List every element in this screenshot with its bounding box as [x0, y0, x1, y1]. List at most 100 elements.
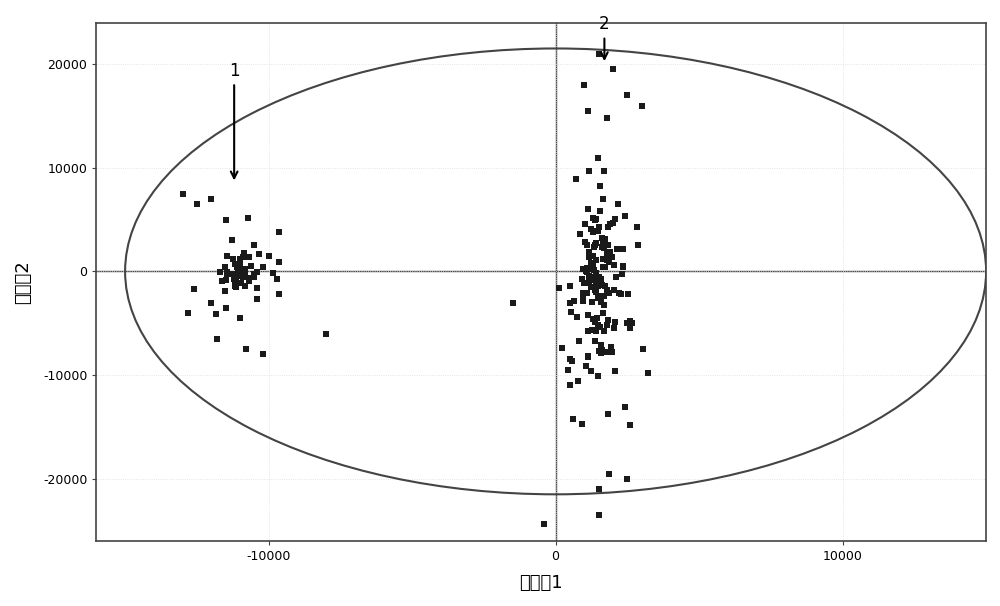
Point: [615, 262, 631, 272]
Point: [593, 274, 609, 284]
Point: [563, 307, 579, 317]
Point: [596, 327, 612, 336]
Point: [586, 265, 602, 275]
Point: [560, 365, 576, 375]
Point: [601, 468, 617, 478]
Point: [572, 229, 588, 239]
Point: [271, 289, 287, 299]
Point: [246, 269, 262, 279]
Point: [569, 312, 585, 322]
Point: [554, 343, 570, 353]
Point: [584, 325, 600, 335]
Point: [600, 240, 616, 250]
Point: [617, 402, 633, 411]
Point: [232, 255, 248, 264]
Point: [219, 270, 235, 279]
Point: [241, 273, 257, 282]
Point: [599, 319, 615, 329]
Point: [591, 272, 607, 282]
Point: [249, 284, 265, 293]
Text: 1: 1: [229, 62, 239, 178]
Point: [235, 252, 251, 262]
Point: [271, 258, 287, 267]
Point: [228, 276, 244, 286]
Point: [583, 224, 599, 234]
Point: [255, 350, 271, 359]
Point: [592, 276, 608, 286]
Point: [634, 101, 650, 110]
Point: [590, 321, 606, 330]
Point: [617, 211, 633, 221]
Point: [219, 251, 235, 261]
Point: [576, 80, 592, 90]
Point: [589, 314, 605, 324]
Point: [241, 253, 257, 262]
Point: [255, 262, 271, 271]
Point: [589, 226, 605, 236]
Point: [630, 240, 646, 250]
Point: [579, 265, 595, 275]
Point: [593, 340, 609, 350]
Point: [203, 194, 219, 204]
Point: [586, 242, 602, 251]
Point: [249, 294, 265, 304]
Point: [589, 272, 605, 282]
Point: [505, 298, 521, 307]
Point: [596, 291, 612, 301]
Point: [218, 275, 234, 285]
Point: [595, 236, 611, 245]
Point: [234, 264, 250, 274]
Point: [585, 259, 601, 269]
Point: [575, 264, 591, 274]
Point: [588, 255, 604, 265]
Point: [581, 166, 597, 176]
Point: [596, 244, 612, 253]
X-axis label: 主成分1: 主成分1: [519, 574, 563, 592]
Point: [599, 286, 615, 296]
Point: [619, 474, 635, 484]
Point: [579, 267, 595, 277]
Point: [622, 316, 638, 326]
Point: [578, 361, 594, 370]
Point: [594, 345, 610, 355]
Point: [601, 251, 617, 261]
Point: [587, 285, 603, 295]
Point: [622, 322, 638, 332]
Point: [613, 290, 629, 299]
Point: [566, 296, 582, 306]
Point: [585, 314, 601, 324]
Point: [243, 262, 259, 271]
Point: [580, 351, 596, 361]
Point: [588, 238, 604, 248]
Point: [583, 282, 599, 291]
Point: [588, 215, 604, 224]
Point: [619, 318, 635, 327]
Point: [588, 268, 604, 278]
Point: [575, 296, 591, 306]
Point: [635, 344, 651, 353]
Point: [189, 199, 205, 209]
Point: [591, 510, 607, 520]
Point: [580, 351, 596, 361]
Point: [594, 242, 610, 251]
Point: [579, 241, 595, 250]
Point: [607, 318, 623, 327]
Point: [230, 264, 246, 273]
Point: [564, 356, 580, 366]
Point: [575, 290, 591, 300]
Point: [226, 273, 242, 283]
Point: [590, 153, 606, 163]
Point: [609, 244, 625, 253]
Point: [175, 189, 191, 199]
Point: [591, 272, 607, 282]
Point: [218, 303, 234, 313]
Point: [602, 247, 618, 257]
Point: [593, 298, 609, 307]
Point: [605, 64, 621, 74]
Point: [233, 278, 249, 288]
Point: [219, 268, 235, 278]
Point: [217, 287, 233, 296]
Point: [607, 214, 623, 224]
Point: [580, 106, 596, 116]
Point: [240, 213, 256, 223]
